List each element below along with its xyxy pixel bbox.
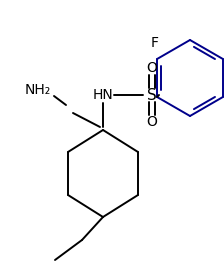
Text: O: O — [146, 61, 157, 75]
Text: F: F — [151, 36, 159, 50]
Text: O: O — [146, 115, 157, 129]
Text: HN: HN — [93, 88, 113, 102]
Text: S: S — [147, 87, 157, 103]
Text: NH₂: NH₂ — [25, 83, 51, 97]
